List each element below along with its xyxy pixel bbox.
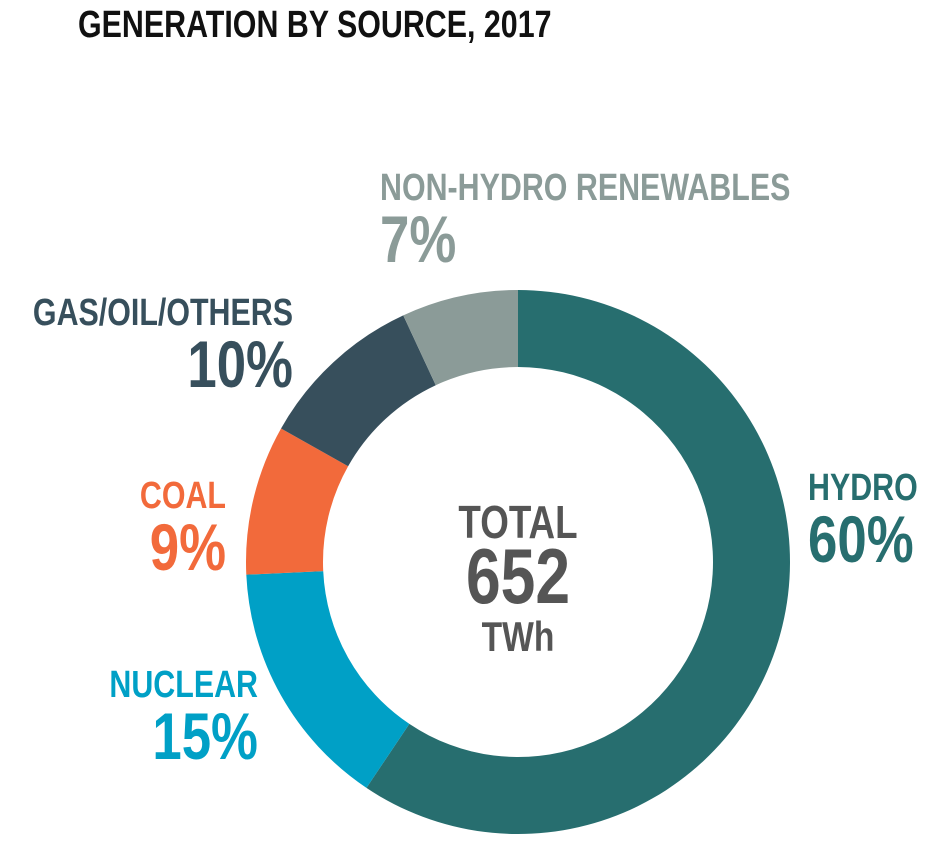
chart-title: GENERATION BY SOURCE, 2017 [78,4,552,46]
slice-name: NUCLEAR [109,664,258,706]
donut-slice [403,290,518,386]
donut-slice [246,571,410,788]
donut-slice [281,315,436,467]
center-title-group: TOTAL [458,496,577,548]
slice-value: 7% [380,202,456,276]
slice-value: 60% [808,502,914,576]
slice-name: NON-HYDRO RENEWABLES [380,167,790,209]
slice-name-group: GAS/OIL/OTHERS [33,292,293,334]
center-total-group: 652 [466,532,570,619]
center-total: 652 [466,532,570,619]
slice-value-group: 10% [187,327,293,401]
slice-value: 10% [187,327,293,401]
slice-value-group: 9% [150,510,226,584]
slice-name-group: HYDRO [808,467,918,509]
slice-value-group: 15% [152,699,258,773]
center-title: TOTAL [458,496,577,548]
center-unit: TWh [482,615,555,661]
donut-slice [366,290,790,834]
slice-name-group: COAL [140,475,226,517]
slice-value-group: 7% [380,202,456,276]
slice-value: 15% [152,699,258,773]
slice-value: 9% [150,510,226,584]
slice-name: HYDRO [808,467,918,509]
center-unit-group: TWh [482,615,555,661]
slice-name-group: NUCLEAR [109,664,258,706]
slice-name-group: NON-HYDRO RENEWABLES [380,167,790,209]
slice-value-group: 60% [808,502,914,576]
slice-name: GAS/OIL/OTHERS [33,292,293,334]
donut-slice [246,428,349,575]
chart-title-group: GENERATION BY SOURCE, 2017 [78,4,552,46]
slice-name: COAL [140,475,226,517]
